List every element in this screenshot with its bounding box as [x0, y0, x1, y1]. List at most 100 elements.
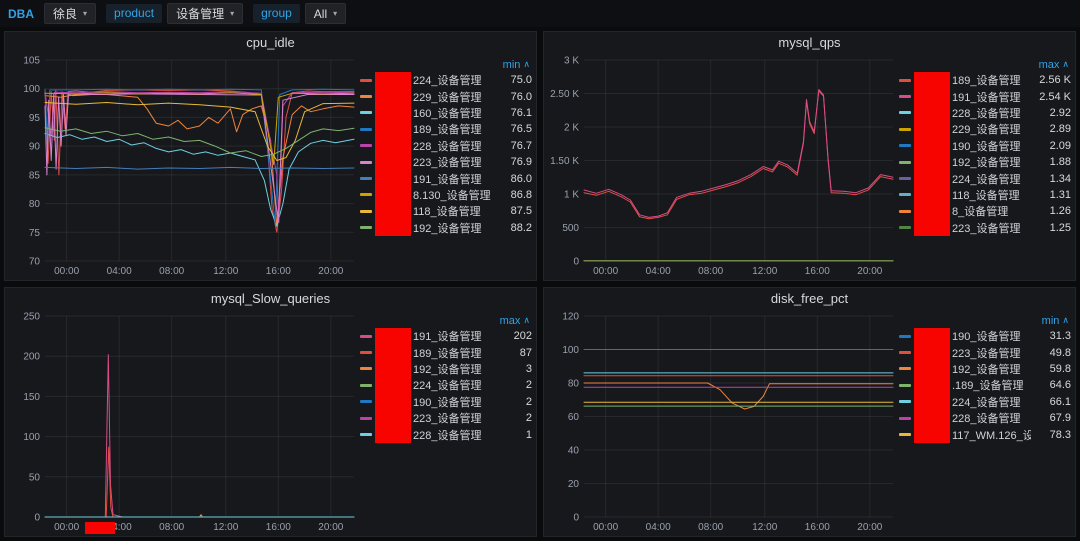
legend-row[interactable]: 228_设备管理 76.7 [360, 137, 532, 154]
legend-sort-header[interactable]: max ∧ [360, 313, 532, 328]
cpu-idle-chart[interactable]: 00:00 04:00 08:00 12:00 16:00 20:00 70 75 80 85 90… [7, 54, 360, 278]
legend-row[interactable]: 117_WM.126_设备管理 78.3 [899, 426, 1071, 443]
user-dropdown[interactable]: 徐良 ▾ [44, 3, 97, 24]
series-color-swatch[interactable] [899, 193, 911, 197]
series-name[interactable]: 192_设备管理 [413, 222, 482, 235]
series-color-swatch[interactable] [360, 209, 372, 213]
dashboard-tag[interactable]: DBA [8, 6, 34, 21]
series-name[interactable]: 224_设备管理 [413, 75, 482, 88]
series-name[interactable]: 191_设备管理 [952, 91, 1021, 104]
series-color-swatch[interactable] [899, 95, 911, 99]
legend-row[interactable]: 223_设备管理 76.9 [360, 153, 532, 171]
legend-row[interactable]: 224_设备管理 75.0 [360, 72, 532, 89]
chart-canvas[interactable]: 00:00 04:00 08:00 12:00 16:00 20:00 0 500 1 K 1.5… [546, 54, 899, 278]
legend-row[interactable]: 8_设备管理 1.26 [899, 203, 1071, 220]
series-color-swatch[interactable] [360, 177, 372, 181]
series-name[interactable]: 228_设备管理 [952, 107, 1021, 120]
series-color-swatch[interactable] [360, 144, 372, 148]
series-name[interactable]: 224_设备管理 [952, 173, 1021, 186]
legend-row[interactable]: 223_设备管理 2 [360, 409, 532, 427]
series-color-swatch[interactable] [899, 334, 911, 338]
series-name[interactable]: 228_设备管理 [413, 140, 482, 153]
series-name[interactable]: 224_设备管理 [413, 380, 482, 393]
series-color-swatch[interactable] [360, 193, 372, 197]
series-color-swatch[interactable] [899, 416, 911, 420]
series-color-swatch[interactable] [899, 383, 911, 387]
chart-canvas[interactable]: 00:00 04:00 08:00 12:00 16:00 20:000204060801… [546, 310, 899, 534]
series-name[interactable]: 8_设备管理 [952, 206, 1009, 219]
panel-title[interactable]: cpu_idle [246, 35, 295, 50]
series-color-swatch[interactable] [899, 78, 911, 82]
series-name[interactable]: 190_设备管理 [952, 140, 1021, 153]
series-color-swatch[interactable] [360, 400, 372, 404]
series-name[interactable]: 189_设备管理 [952, 75, 1021, 88]
series-color-swatch[interactable] [899, 127, 911, 131]
legend-row[interactable]: 223_设备管理 49.8 [899, 344, 1071, 361]
legend-row[interactable]: 228_设备管理 1 [360, 426, 532, 443]
legend-row[interactable]: 228_设备管理 67.9 [899, 409, 1071, 427]
legend-row[interactable]: 191_设备管理 86.0 [360, 170, 532, 187]
series-name[interactable]: 192_设备管理 [952, 363, 1021, 376]
series-name[interactable]: 118_设备管理 [413, 206, 481, 219]
series-name[interactable]: 228_设备管理 [952, 413, 1021, 426]
mysql-qps-chart[interactable]: 00:00 04:00 08:00 12:00 16:00 20:00 0 500 1 K 1.5… [546, 54, 899, 278]
legend-row[interactable]: 228_设备管理 2.92 [899, 104, 1071, 122]
series-color-swatch[interactable] [360, 111, 372, 115]
disk-free-pct-chart[interactable]: 00:00 04:00 08:00 12:00 16:00 20:00 0 20 40 60 80 1… [546, 310, 899, 534]
series-name[interactable]: 189_设备管理 [413, 347, 482, 360]
legend-row[interactable]: 118_设备管理 87.5 [360, 203, 532, 220]
legend-row[interactable]: 192_设备管理 1.88 [899, 153, 1071, 171]
legend-row[interactable]: 192_设备管理 59.8 [899, 360, 1071, 378]
legend-sort-header[interactable]: min ∧ [360, 57, 532, 72]
series-color-swatch[interactable] [899, 351, 911, 355]
legend-row[interactable]: 118_设备管理 1.31 [899, 186, 1071, 204]
series-color-swatch[interactable] [360, 351, 372, 355]
legend-row[interactable]: 224_设备管理 1.34 [899, 170, 1071, 187]
series-name[interactable]: 229_设备管理 [413, 91, 482, 104]
series-name[interactable]: 190_设备管理 [413, 396, 482, 409]
series-name[interactable]: 192_设备管理 [952, 157, 1021, 170]
series-color-swatch[interactable] [899, 400, 911, 404]
series-color-swatch[interactable] [360, 367, 372, 371]
series-color-swatch[interactable] [360, 78, 372, 82]
series-name[interactable]: 192_设备管理 [413, 363, 482, 376]
legend-row[interactable]: 190_设备管理 31.3 [899, 328, 1071, 345]
series-color-swatch[interactable] [899, 111, 911, 115]
series-name[interactable]: 223_设备管理 [413, 157, 482, 170]
legend-sort-header[interactable]: max ∧ [899, 57, 1071, 72]
legend-row[interactable]: 189_设备管理 76.5 [360, 121, 532, 138]
series-name[interactable]: 223_设备管理 [952, 222, 1021, 235]
series-color-swatch[interactable] [899, 209, 911, 213]
series-color-swatch[interactable] [360, 160, 372, 164]
legend-row[interactable]: 192_设备管理 3 [360, 360, 532, 378]
series-name[interactable]: 223_设备管理 [413, 413, 482, 426]
chart-canvas[interactable]: 00:00 04:00 08:00 12:00 16:00 20:000501001502… [7, 310, 360, 534]
series-name[interactable]: 224_设备管理 [952, 396, 1021, 409]
legend-row[interactable]: 191_设备管理 2.54 K [899, 88, 1071, 105]
series-color-swatch[interactable] [360, 416, 372, 420]
panel-title[interactable]: mysql_Slow_queries [210, 291, 331, 306]
legend-row[interactable]: 190_设备管理 2.09 [899, 137, 1071, 154]
legend-sort-header[interactable]: min ∧ [899, 313, 1071, 328]
mysql-slow-queries-chart[interactable]: 00:00 04:00 08:00 12:00 16:00 20:00 0 50 100 150 2… [7, 310, 360, 534]
series-color-swatch[interactable] [360, 226, 372, 230]
series-name[interactable]: 189_设备管理 [413, 124, 482, 137]
series-name[interactable]: 8.130_设备管理 [413, 189, 491, 202]
series-name[interactable]: 117_WM.126_设备管理 [952, 429, 1031, 442]
legend-row[interactable]: 224_设备管理 66.1 [899, 393, 1071, 410]
series-name[interactable]: .189_设备管理 [952, 380, 1024, 393]
series-name[interactable]: 191_设备管理 [413, 331, 482, 344]
series-name[interactable]: 223_设备管理 [952, 347, 1021, 360]
series-color-swatch[interactable] [360, 95, 372, 99]
legend-row[interactable]: 190_设备管理 2 [360, 393, 532, 410]
panel-title[interactable]: mysql_qps [778, 35, 841, 50]
legend-row[interactable]: 160_设备管理 76.1 [360, 104, 532, 122]
product-dropdown[interactable]: 设备管理 ▾ [167, 3, 244, 24]
series-color-swatch[interactable] [899, 160, 911, 164]
series-color-swatch[interactable] [360, 383, 372, 387]
series-name[interactable]: 190_设备管理 [952, 331, 1021, 344]
series-name[interactable]: 160_设备管理 [413, 107, 482, 120]
series-name[interactable]: 228_设备管理 [413, 429, 482, 442]
chart-canvas[interactable]: 00:00 04:00 08:00 12:00 16:00 20:00 70 75 80 85 90… [7, 54, 360, 278]
legend-row[interactable]: 229_设备管理 76.0 [360, 88, 532, 105]
